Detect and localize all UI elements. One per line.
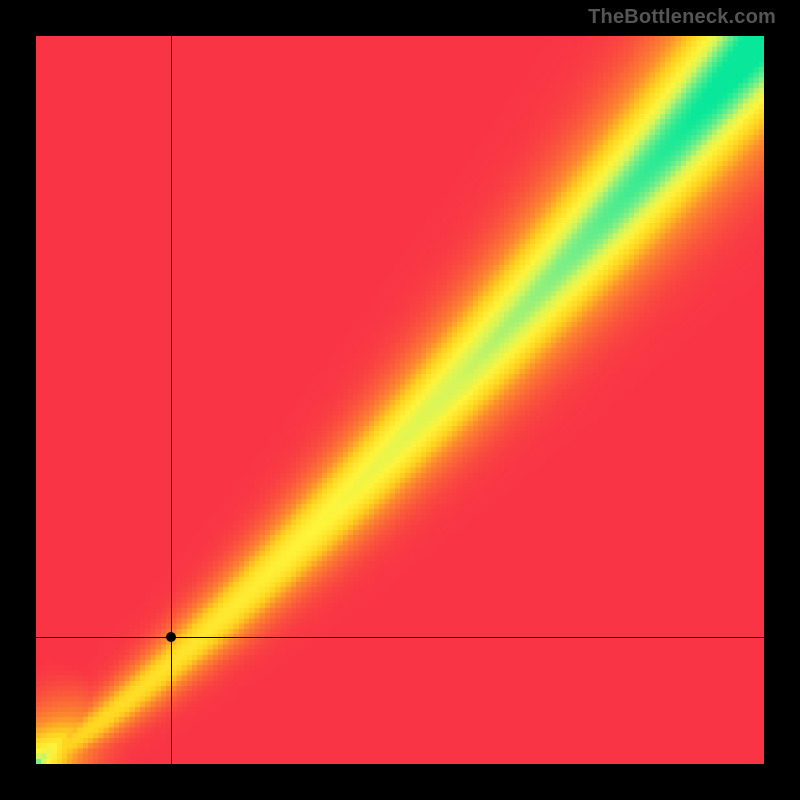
attribution-text: TheBottleneck.com bbox=[588, 6, 776, 29]
selection-marker bbox=[166, 632, 176, 642]
crosshair-vertical bbox=[171, 36, 172, 764]
crosshair-horizontal bbox=[36, 637, 764, 638]
heatmap-canvas bbox=[36, 36, 764, 764]
bottleneck-heatmap bbox=[36, 36, 764, 764]
